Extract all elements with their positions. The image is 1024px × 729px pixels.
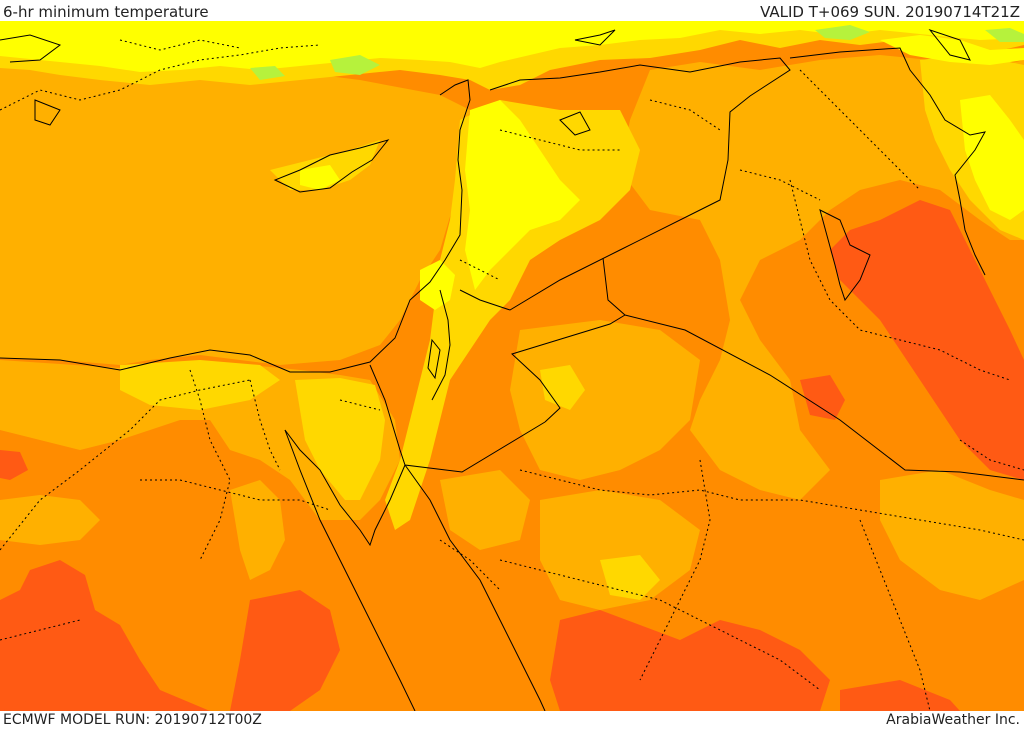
valid-time-label: VALID T+069 SUN. 20190714T21Z <box>760 3 1020 21</box>
dotted-borders <box>0 39 1024 711</box>
header-bar: 6-hr minimum temperature VALID T+069 SUN… <box>0 0 1024 21</box>
borders <box>0 28 1024 711</box>
field-yellow <box>0 21 1024 310</box>
credit-label: ArabiaWeather Inc. <box>886 712 1020 728</box>
map-title: 6-hr minimum temperature <box>3 3 209 21</box>
footer-bar: ECMWF MODEL RUN: 20190712T00Z ArabiaWeat… <box>0 711 1024 729</box>
map-canvas <box>0 21 1024 711</box>
field-dark-orange <box>0 200 1024 711</box>
temperature-map[interactable] <box>0 21 1024 711</box>
model-run-label: ECMWF MODEL RUN: 20190712T00Z <box>3 712 262 728</box>
field-light-green <box>250 25 1024 80</box>
field-light-orange <box>0 21 1024 610</box>
